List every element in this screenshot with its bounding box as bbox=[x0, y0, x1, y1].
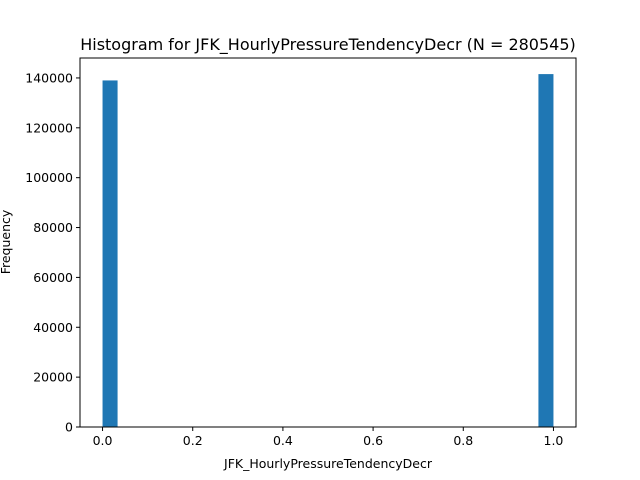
x-tick-label: 0.0 bbox=[93, 433, 113, 448]
y-tick-label: 140000 bbox=[25, 70, 73, 85]
plot-frame bbox=[79, 57, 577, 428]
x-tick-label: 0.2 bbox=[183, 433, 203, 448]
y-tick-label: 0 bbox=[65, 420, 73, 435]
histogram-bar-0 bbox=[102, 80, 118, 428]
x-tick-label: 1.0 bbox=[544, 433, 564, 448]
histogram-bar-1 bbox=[538, 74, 554, 428]
y-tick-label: 60000 bbox=[33, 270, 73, 285]
y-axis-label: Frequency bbox=[0, 209, 13, 274]
chart-title: Histogram for JFK_HourlyPressureTendency… bbox=[80, 35, 576, 55]
x-axis-label: JFK_HourlyPressureTendencyDecr bbox=[223, 456, 433, 471]
y-tick-label: 80000 bbox=[33, 220, 73, 235]
y-tick-label: 120000 bbox=[25, 120, 73, 135]
y-tick-label: 100000 bbox=[25, 170, 73, 185]
bars-layer bbox=[102, 74, 554, 428]
y-tick-label: 20000 bbox=[33, 370, 73, 385]
x-tick-label: 0.8 bbox=[453, 433, 473, 448]
y-tick-label: 40000 bbox=[33, 320, 73, 335]
y-axis-ticks: 0 20000 40000 60000 80000 100000 120000 140000 bbox=[25, 70, 80, 435]
x-tick-label: 0.6 bbox=[363, 433, 383, 448]
x-axis-ticks: 0.0 0.2 0.4 0.6 0.8 1.0 bbox=[93, 427, 564, 448]
x-tick-label: 0.4 bbox=[273, 433, 293, 448]
